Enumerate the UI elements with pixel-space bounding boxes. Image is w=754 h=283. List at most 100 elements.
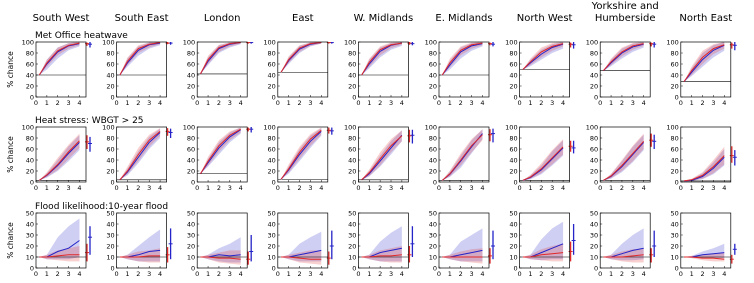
y-tick-label: 20 (187, 82, 195, 90)
y-tick-label: 30 (429, 231, 437, 239)
y-tick-label: 60 (106, 145, 114, 153)
y-tick-label: 80 (348, 49, 356, 57)
uncertainty-band (200, 127, 241, 174)
axes-frame (196, 41, 248, 98)
x-tick-label: 3 (631, 270, 635, 278)
axes-frame (438, 41, 490, 98)
y-axis-label: % chance (6, 51, 15, 88)
y-tick-label: 0 (191, 93, 195, 101)
x-tick-label: 2 (539, 270, 543, 278)
y-tick-label: 10 (671, 253, 679, 261)
x-tick-label: 3 (67, 184, 71, 192)
uncertainty-band (522, 42, 564, 70)
x-tick-label: 1 (690, 99, 694, 107)
uncertainty-band (684, 243, 725, 259)
y-axis-label: % chance (6, 222, 15, 259)
axes-frame (116, 212, 167, 269)
uncertainty-band (39, 218, 80, 260)
y-tick-label: 40 (671, 220, 679, 228)
x-tick-label: 1 (609, 270, 613, 278)
x-tick-label: 3 (550, 270, 554, 278)
uncertainty-band (684, 146, 725, 181)
x-tick-label: 1 (367, 270, 371, 278)
x-tick-label: 4 (480, 184, 484, 192)
y-tick-label: 40 (106, 71, 114, 79)
x-tick-label: 0 (518, 99, 522, 107)
y-tick-label: 80 (187, 49, 195, 57)
y-tick-label: 0 (433, 264, 437, 272)
x-tick-label: 4 (158, 99, 162, 107)
series-line (603, 254, 644, 258)
axes-frame (35, 212, 87, 269)
y-tick-label: 40 (429, 71, 437, 79)
y-tick-label: 20 (348, 242, 356, 250)
x-tick-label: 2 (459, 184, 463, 192)
axes-frame (680, 41, 732, 98)
uncertainty-band (119, 42, 161, 75)
y-tick-label: 60 (26, 60, 34, 68)
uncertainty-band (361, 130, 402, 180)
x-tick-label: 0 (34, 184, 38, 192)
series-line (361, 135, 403, 181)
column-title: London (203, 13, 241, 24)
x-tick-label: 1 (45, 184, 49, 192)
series-line (522, 43, 564, 70)
x-tick-label: 2 (700, 99, 704, 107)
x-tick-label: 2 (539, 99, 543, 107)
x-tick-label: 0 (115, 184, 119, 192)
x-tick-label: 2 (136, 184, 140, 192)
y-tick-label: 30 (26, 231, 34, 239)
y-tick-label: 20 (26, 82, 34, 90)
y-tick-label: 100 (505, 38, 517, 46)
y-tick-label: 80 (268, 49, 276, 57)
uncertainty-band (684, 42, 725, 82)
y-tick-label: 20 (509, 242, 517, 250)
x-tick-label: 3 (550, 184, 554, 192)
uncertainty-band (361, 226, 402, 262)
x-tick-label: 4 (561, 184, 565, 192)
x-tick-label: 3 (228, 270, 232, 278)
y-tick-label: 0 (110, 178, 114, 186)
x-tick-label: 1 (287, 270, 291, 278)
x-tick-label: 0 (276, 184, 280, 192)
y-tick-label: 60 (509, 145, 517, 153)
x-tick-label: 2 (136, 270, 140, 278)
uncertainty-band (522, 140, 564, 181)
x-tick-label: 0 (276, 270, 280, 278)
y-tick-label: 20 (671, 167, 679, 175)
y-tick-label: 20 (590, 242, 598, 250)
y-tick-label: 40 (268, 71, 276, 79)
y-tick-label: 50 (348, 209, 356, 217)
x-tick-label: 1 (287, 184, 291, 192)
x-tick-label: 4 (319, 184, 323, 192)
axes-frame (680, 126, 732, 183)
y-tick-label: 20 (509, 167, 517, 175)
y-tick-label: 0 (272, 264, 276, 272)
y-tick-label: 50 (590, 209, 598, 217)
column-title: E. Midlands (435, 13, 493, 24)
x-tick-label: 2 (459, 270, 463, 278)
x-tick-label: 4 (642, 270, 646, 278)
uncertainty-band (603, 133, 644, 181)
x-tick-label: 4 (239, 99, 243, 107)
x-tick-label: 0 (356, 184, 360, 192)
uncertainty-band (39, 42, 80, 75)
y-tick-label: 40 (106, 156, 114, 164)
uncertainty-band (39, 246, 80, 262)
series-line (683, 44, 725, 82)
x-tick-label: 2 (56, 184, 60, 192)
y-tick-label: 50 (187, 209, 195, 217)
x-tick-label: 3 (147, 99, 151, 107)
y-tick-label: 60 (348, 145, 356, 153)
y-tick-label: 40 (187, 220, 195, 228)
x-tick-label: 3 (711, 270, 715, 278)
x-tick-label: 1 (690, 184, 694, 192)
y-tick-label: 40 (268, 156, 276, 164)
x-tick-label: 4 (158, 184, 162, 192)
